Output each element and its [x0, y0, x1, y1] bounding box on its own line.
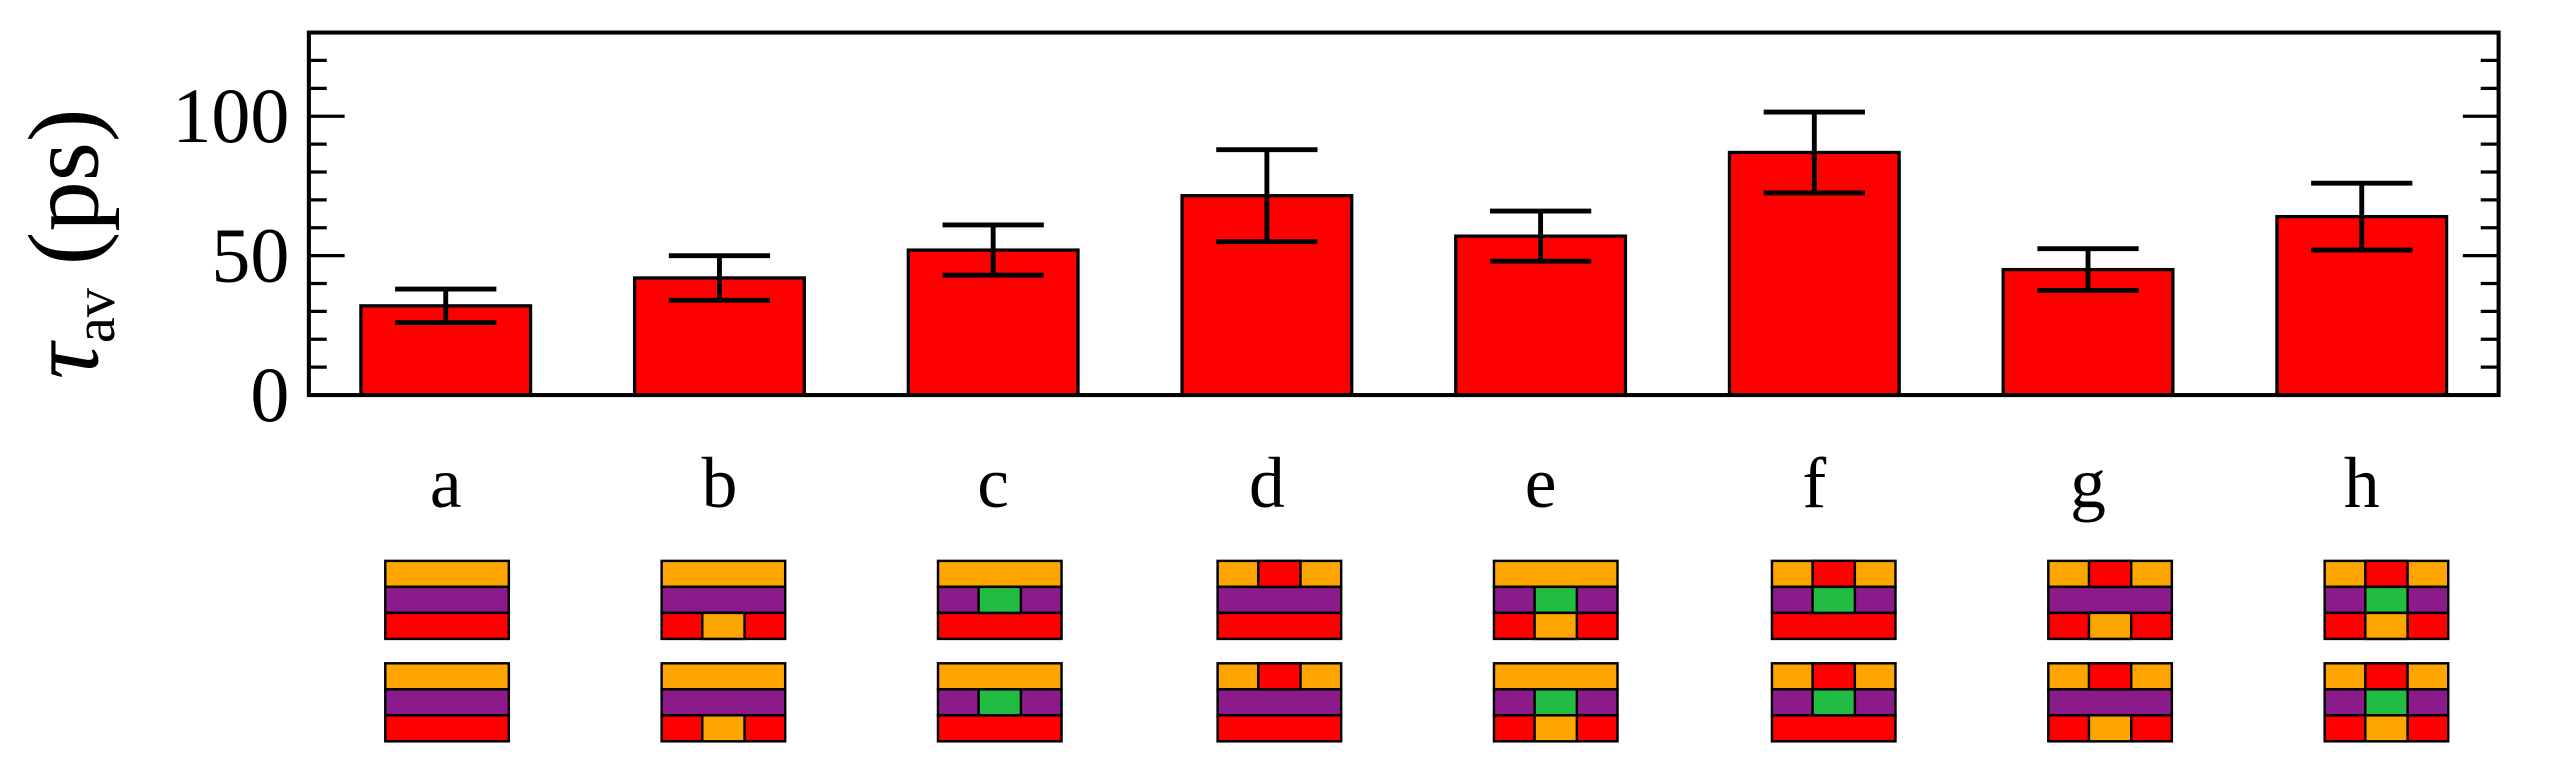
y-tick-label: 0: [250, 351, 289, 438]
icon: [1770, 559, 1897, 641]
y-axis-label: τav (ps): [8, 108, 127, 379]
icon: [1492, 559, 1619, 641]
x-tick-label: b: [702, 444, 738, 523]
icon: [1492, 662, 1619, 743]
x-tick-label: a: [430, 444, 462, 523]
icon: [2323, 559, 2450, 641]
y-label-unit: (ps): [8, 108, 120, 265]
error-bar: [2037, 246, 2139, 293]
icon: [1216, 559, 1343, 641]
icon: [936, 559, 1063, 641]
y-tick-label: 100: [172, 72, 289, 159]
error-bar: [395, 286, 497, 326]
x-tick-label: f: [1802, 444, 1826, 523]
icon: [936, 662, 1063, 743]
icon: [384, 662, 511, 743]
error-bar: [2311, 180, 2413, 253]
x-tick-label: e: [1525, 444, 1557, 523]
y-label-symbol: τ: [8, 339, 120, 379]
icon: [2323, 662, 2450, 743]
error-bar: [1763, 109, 1865, 196]
x-tick-label: d: [1249, 444, 1285, 523]
icon: [1770, 662, 1897, 743]
icon: [1216, 662, 1343, 743]
icon: [2047, 662, 2174, 743]
error-bar: [1216, 147, 1318, 245]
y-tick-label: 50: [211, 212, 289, 299]
icon: [660, 559, 787, 641]
x-tick-label: g: [2070, 444, 2106, 523]
error-bar: [942, 222, 1044, 278]
error-bar: [1489, 208, 1592, 264]
plot-frame: [306, 30, 2501, 398]
x-tick-label: c: [977, 444, 1009, 523]
error-bar: [668, 253, 771, 303]
icon: [2047, 559, 2174, 641]
icon: [660, 662, 787, 743]
structure-icons: [384, 559, 2450, 743]
y-label-subscript: av: [62, 287, 127, 343]
x-tick-label: h: [2344, 444, 2380, 523]
icon: [384, 559, 511, 641]
